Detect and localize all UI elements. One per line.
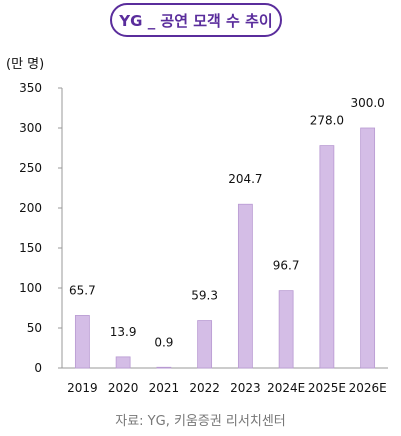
y-tick-label: 100 bbox=[19, 281, 42, 295]
bar-value-label: 300.0 bbox=[350, 96, 384, 110]
x-tick-label: 2024E bbox=[267, 381, 305, 395]
y-tick-label: 50 bbox=[27, 321, 42, 335]
bar bbox=[156, 366, 172, 369]
x-tick-label: 2019 bbox=[67, 381, 98, 395]
bar bbox=[319, 145, 335, 369]
bar bbox=[197, 320, 213, 369]
y-tick-label: 0 bbox=[34, 361, 42, 375]
bar bbox=[237, 203, 253, 369]
source-note: 자료: YG, 키움증권 리서치센터 bbox=[115, 414, 286, 429]
x-tick-label: 2021 bbox=[149, 381, 180, 395]
y-tick-label: 200 bbox=[19, 201, 42, 215]
bar-value-label: 13.9 bbox=[110, 325, 137, 339]
y-tick-label: 350 bbox=[19, 81, 42, 95]
bar bbox=[74, 315, 90, 369]
x-tick-label: 2026E bbox=[349, 381, 387, 395]
x-tick-label: 2022 bbox=[189, 381, 220, 395]
y-axis-unit-label: (만 명) bbox=[6, 57, 45, 72]
x-tick-label: 2023 bbox=[230, 381, 261, 395]
x-tick-label: 2020 bbox=[108, 381, 139, 395]
x-tick-label: 2025E bbox=[308, 381, 346, 395]
bar bbox=[278, 290, 294, 369]
y-tick-label: 250 bbox=[19, 161, 42, 175]
bar-value-label: 204.7 bbox=[228, 172, 262, 186]
bar-value-label: 278.0 bbox=[310, 114, 344, 128]
chart-title: YG _ 공연 모객 수 추이 bbox=[110, 3, 282, 37]
bar bbox=[115, 356, 131, 369]
bar bbox=[360, 127, 376, 369]
bar-value-label: 59.3 bbox=[191, 289, 218, 303]
bar-value-label: 96.7 bbox=[273, 259, 300, 273]
bar-value-label: 65.7 bbox=[69, 283, 96, 297]
bar-value-label: 0.9 bbox=[154, 335, 173, 349]
y-tick-label: 300 bbox=[19, 121, 42, 135]
y-tick-label: 150 bbox=[19, 241, 42, 255]
